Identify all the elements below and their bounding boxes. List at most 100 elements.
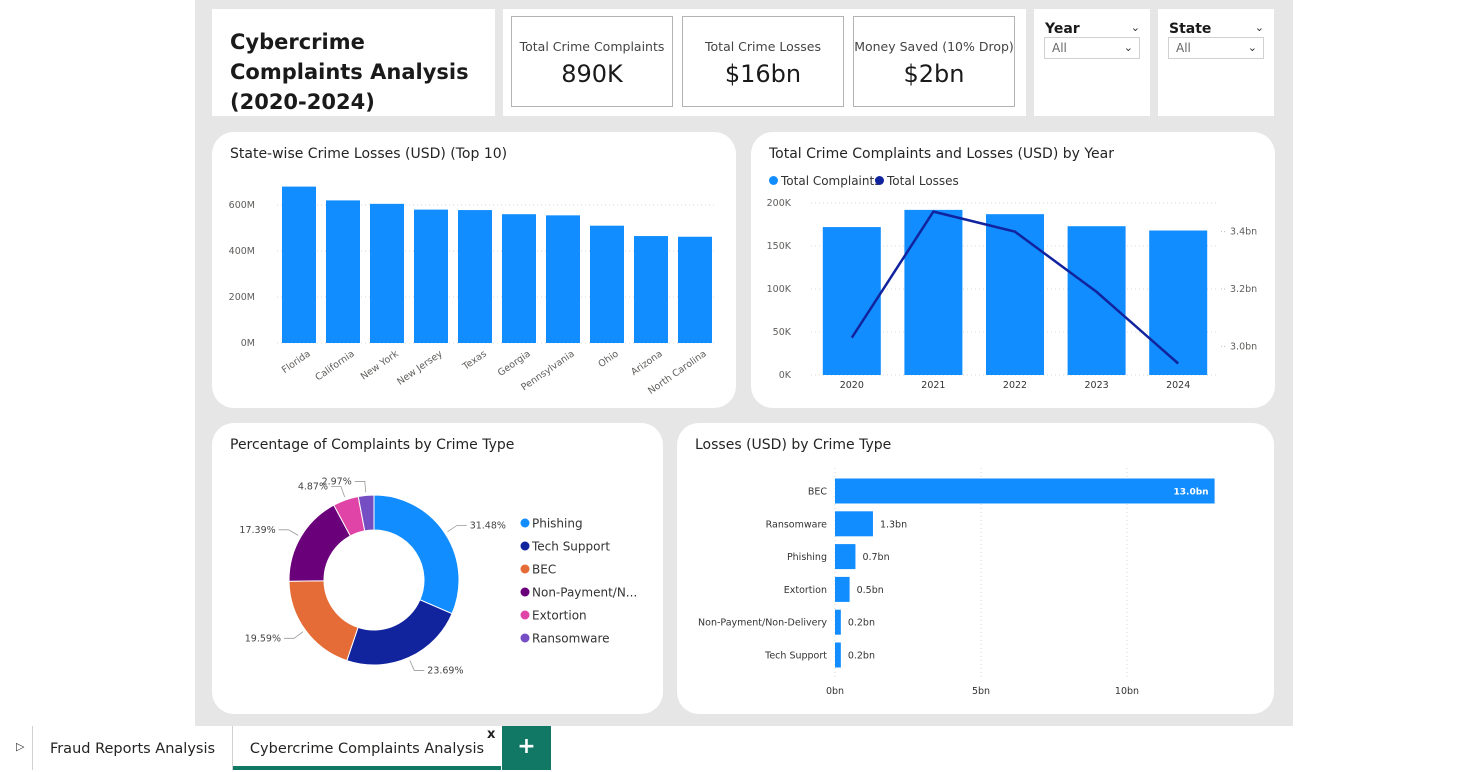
legend-label: Tech Support	[531, 540, 610, 554]
page-tab-bar: ▷ Fraud Reports Analysis Cybercrime Comp…	[0, 726, 1481, 770]
leader-line	[331, 486, 346, 498]
y-tick-label: 200M	[229, 292, 255, 303]
chart-title: Percentage of Complaints by Crime Type	[230, 437, 515, 453]
crime-type-donut: 31.48% 23.69% 19.59% 17.39% 4.87%2.97% Phishi…	[239, 476, 637, 676]
bar-2024	[1149, 230, 1208, 375]
x-tick-label: 2024	[1166, 380, 1190, 391]
bar-north-carolina	[678, 236, 712, 343]
y-tick-label: Extortion	[784, 585, 827, 596]
y-tick-label-left: 100K	[767, 284, 792, 295]
bar-ransomware	[835, 511, 873, 537]
bar-2023	[1067, 226, 1126, 375]
tab-divider	[232, 726, 233, 770]
bar-phishing	[835, 544, 856, 570]
state-slicer-label: State	[1169, 21, 1212, 37]
tab-fraud-reports[interactable]: Fraud Reports Analysis	[33, 726, 232, 770]
chevron-down-icon: ⌄	[1247, 41, 1257, 54]
bar-non-payment-non-delivery	[835, 609, 841, 635]
expand-pages-icon[interactable]: ▷	[16, 740, 25, 753]
kpi-card-complaints[interactable]: Total Crime Complaints 890K	[511, 16, 673, 107]
losses-by-type-chart-card[interactable]: Losses (USD) by Crime Type 0bn 5bn 10bn BEC…	[677, 423, 1274, 714]
report-title-card: Cybercrime Complaints Analysis (2020-202…	[212, 9, 495, 116]
report-canvas: Cybercrime Complaints Analysis (2020-202…	[195, 0, 1293, 726]
y-tick-label: Tech Support	[764, 651, 827, 662]
y-tick-label-left: 50K	[773, 327, 792, 338]
kpi-value: 890K	[561, 60, 623, 88]
x-tick-label: 0bn	[826, 686, 844, 697]
bar-new-york	[370, 203, 404, 343]
x-tick-label: New Jersey	[395, 348, 445, 387]
y-tick-label: BEC	[808, 487, 828, 498]
legend-label: Total Losses	[887, 174, 959, 188]
chart-title: Losses (USD) by Crime Type	[695, 437, 892, 453]
state-slicer[interactable]: State ⌄ All ⌄	[1158, 9, 1274, 116]
slice-value-label: 17.39%	[239, 525, 275, 536]
y-tick-label: 0M	[241, 338, 255, 349]
yearly-combo-chart: 0K 50K 100K 150K 200K 3.0bn 3.2bn 3.4bn 2020 2021…	[767, 198, 1258, 391]
legend-item-losses[interactable]: Total Losses	[875, 174, 959, 188]
y-tick-label: Non-Payment/Non-Delivery	[698, 618, 827, 629]
tab-cybercrime-complaints[interactable]: Cybercrime Complaints Analysis	[233, 726, 501, 770]
legend-dot	[520, 587, 530, 597]
chevron-down-icon[interactable]: ⌄	[1130, 21, 1140, 34]
bar-ohio	[590, 225, 624, 343]
state-losses-chart-card[interactable]: State-wise Crime Losses (USD) (Top 10) 0…	[212, 132, 736, 408]
yearly-combo-chart-card[interactable]: Total Crime Complaints and Losses (USD) …	[751, 132, 1275, 408]
state-dropdown[interactable]: All ⌄	[1168, 37, 1264, 59]
leader-line	[278, 529, 299, 536]
year-slicer[interactable]: Year ⌄ All ⌄	[1034, 9, 1150, 116]
legend-dot	[520, 610, 530, 620]
leader-line	[354, 481, 367, 493]
add-page-button[interactable]: +	[502, 726, 551, 770]
legend-label: Non-Payment/N...	[532, 586, 637, 600]
bar-pennsylvania	[546, 215, 580, 343]
donut-slice-5	[357, 494, 375, 532]
slice-value-label: 2.97%	[322, 476, 352, 487]
bar-georgia	[502, 214, 536, 343]
y-tick-label-right: 3.0bn	[1230, 341, 1257, 352]
slice-value-label: 19.59%	[245, 633, 281, 644]
state-losses-chart: 0M 200M 400M 600M Florida California New YorkN…	[229, 186, 717, 397]
crime-type-donut-card[interactable]: Percentage of Complaints by Crime Type 3…	[212, 423, 663, 714]
kpi-card-money-saved[interactable]: Money Saved (10% Drop) $2bn	[853, 16, 1015, 107]
y-tick-label: 600M	[229, 200, 255, 211]
data-label: 13.0bn	[1174, 488, 1209, 498]
legend-label: Extortion	[532, 609, 587, 623]
data-label: 0.7bn	[862, 552, 889, 563]
legend-dot	[769, 176, 778, 185]
year-dropdown[interactable]: All ⌄	[1044, 37, 1140, 59]
report-title: Cybercrime Complaints Analysis (2020-202…	[230, 30, 469, 114]
legend-label: Total Complaints	[781, 174, 881, 188]
y-tick-label-left: 0K	[779, 370, 792, 381]
kpi-label: Total Crime Complaints	[519, 39, 665, 54]
leader-line	[409, 660, 425, 671]
bar-bec	[835, 478, 1215, 504]
legend-label: Phishing	[532, 517, 583, 531]
chevron-down-icon: ⌄	[1123, 41, 1133, 54]
x-tick-label: Florida	[280, 348, 313, 376]
kpi-card-losses[interactable]: Total Crime Losses $16bn	[682, 16, 844, 107]
losses-line	[850, 210, 1180, 365]
kpi-label: Money Saved (10% Drop)	[854, 39, 1014, 54]
data-label: 0.5bn	[857, 585, 884, 596]
y-tick-label: Ransomware	[766, 519, 828, 530]
legend-dot	[520, 633, 530, 643]
x-tick-label: Arizona	[629, 348, 665, 377]
x-tick-label: 10bn	[1115, 686, 1139, 697]
x-tick-label: 2023	[1085, 380, 1109, 391]
bar-florida	[282, 186, 316, 343]
legend-item-complaints[interactable]: Total Complaints	[769, 174, 880, 188]
legend-dot	[520, 541, 530, 551]
chevron-down-icon[interactable]: ⌄	[1254, 21, 1264, 34]
kpi-group: Total Crime Complaints 890K Total Crime …	[503, 9, 1026, 116]
y-tick-label-left: 200K	[767, 198, 792, 209]
y-tick-label-left: 150K	[767, 241, 792, 252]
bar-extortion	[835, 576, 850, 602]
bar-2022	[986, 214, 1044, 375]
legend-label: BEC	[532, 563, 556, 577]
leader-line	[447, 525, 467, 532]
x-tick-label: 2021	[921, 380, 945, 391]
kpi-value: $2bn	[903, 60, 965, 88]
x-tick-label: Ohio	[596, 348, 620, 370]
close-tab-icon[interactable]: x	[487, 727, 496, 742]
